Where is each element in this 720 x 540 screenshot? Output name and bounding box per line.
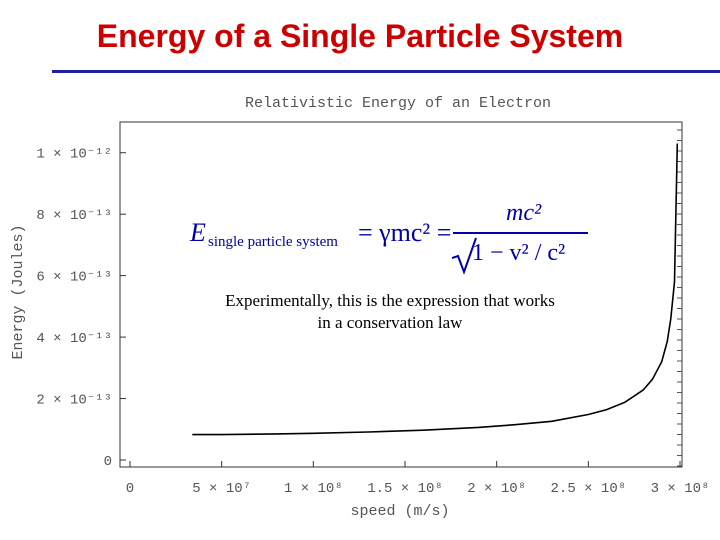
y-tick-label: 1 × 10⁻¹²: [36, 147, 112, 163]
note-line-2: in a conservation law: [317, 313, 463, 332]
y-tick-label: 2 × 10⁻¹³: [36, 393, 112, 409]
y-axis-label: Energy (Joules): [10, 224, 27, 359]
x-tick-label: 5 × 10⁷: [192, 481, 251, 497]
equation-numerator: mc²: [506, 200, 542, 226]
equation-denominator: 1 − v² / c²: [472, 240, 566, 266]
equation-lhs-subscript: single particle system: [208, 234, 338, 250]
x-axis-label: speed (m/s): [350, 503, 449, 520]
x-axis-ticks: 0 5 × 10⁷ 1 × 10⁸ 1.5 × 10⁸ 2 × 10⁸ 2.5 × 10⁸…: [126, 461, 710, 497]
x-tick-label: 2 × 10⁸: [467, 481, 526, 497]
y-axis-ticks: 0 2 × 10⁻¹³ 4 × 10⁻¹³ 6 × 10⁻¹³ 8 × 10⁻¹³ 1 ×…: [36, 129, 682, 470]
x-tick-label: 1.5 × 10⁸: [367, 481, 443, 497]
sqrt-icon: [452, 237, 477, 275]
slide-title: Energy of a Single Particle System: [96, 18, 624, 54]
plot-frame: [119, 121, 683, 468]
x-tick-label: 3 × 10⁸: [651, 481, 710, 497]
title-divider: [52, 70, 720, 73]
y-tick-label: 0: [104, 454, 112, 470]
energy-curve: [192, 143, 679, 436]
fraction-bar: [453, 232, 588, 234]
equation-middle: = γmc² =: [358, 218, 452, 247]
chart-title: Relativistic Energy of an Electron: [245, 95, 551, 112]
note-line-1: Experimentally, this is the expression t…: [225, 291, 555, 310]
y-tick-label: 4 × 10⁻¹³: [36, 331, 112, 347]
energy-equation: E single particle system = γmc² = mc² 1 …: [188, 198, 598, 278]
y-tick-label: 6 × 10⁻¹³: [36, 270, 112, 286]
y-tick-label: 8 × 10⁻¹³: [36, 208, 112, 224]
x-tick-label: 0: [126, 481, 134, 497]
x-tick-label: 1 × 10⁸: [284, 481, 343, 497]
experimental-note: Experimentally, this is the expression t…: [175, 290, 605, 334]
equation-lhs: E: [190, 218, 206, 247]
x-tick-label: 2.5 × 10⁸: [551, 481, 627, 497]
series-group: [192, 143, 679, 436]
